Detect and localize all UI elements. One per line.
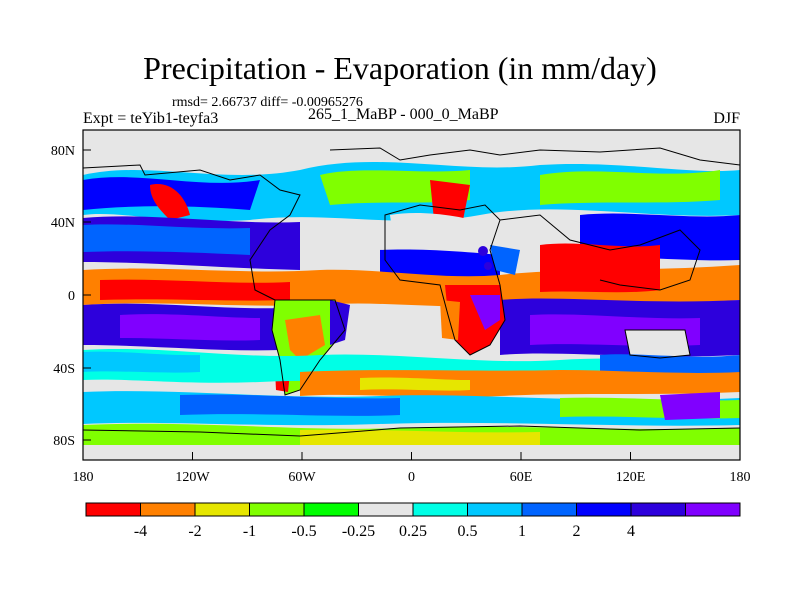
experiment-label: Expt = teYib1-teyfa3 [83,110,219,127]
colorbar-label: -0.5 [291,523,316,540]
plot-title: Precipitation - Evaporation (in mm/day) [143,50,657,86]
y-tick-label: 80N [51,144,75,159]
colorbar-swatch [630,502,686,517]
colorbar-swatch [467,502,523,517]
x-tick-label: 180 [730,470,751,485]
x-tick-label: 180 [73,470,94,485]
colorbar-label: 1 [518,523,526,540]
colorbar-label: 0.25 [399,523,427,540]
colorbar-label: -0.25 [342,523,375,540]
x-tick-label: 120E [616,470,646,485]
y-tick-label: 80S [53,434,75,449]
contour-field [83,130,740,460]
colorbar-swatch [194,502,250,517]
rmsd-diff-stats: rmsd= 2.66737 diff= -0.00965276 [172,95,363,110]
case-label: 265_1_MaBP - 000_0_MaBP [308,106,499,123]
colorbar-swatch [685,502,741,517]
coastlines [83,147,740,437]
colorbar-label: -2 [188,523,201,540]
colorbar-label: -4 [134,523,147,540]
colorbar-swatch [358,502,414,517]
colorbar-swatch [521,502,577,517]
colorbar: -4 -2 -1 -0.5 -0.25 0.25 0.5 1 2 4 [85,502,741,540]
colorbar-swatch [412,502,468,517]
colorbar-swatch [140,502,196,517]
y-axis-tick-marks [83,149,91,441]
x-tick-label: 0 [408,470,415,485]
y-tick-label: 40S [53,362,75,377]
colorbar-label: 2 [573,523,581,540]
colorbar-swatch [576,502,632,517]
season-label: DJF [713,110,740,127]
colorbar-label: 0.5 [458,523,478,540]
x-tick-label: 60W [288,470,316,485]
colorbar-label: -1 [243,523,256,540]
x-tick-label: 120W [175,470,210,485]
colorbar-swatch [249,502,305,517]
colorbar-label: 4 [627,523,635,540]
x-axis-tick-labels: 180 120W 60W 0 60E 120E 180 [73,470,751,485]
x-axis-tick-marks [82,452,741,460]
colorbar-swatch [303,502,359,517]
y-tick-label: 40N [51,216,75,231]
y-axis-tick-labels: 80N 40N 0 40S 80S [51,144,75,449]
colorbar-swatch [85,502,141,517]
x-tick-label: 60E [510,470,533,485]
y-tick-label: 0 [68,289,75,304]
